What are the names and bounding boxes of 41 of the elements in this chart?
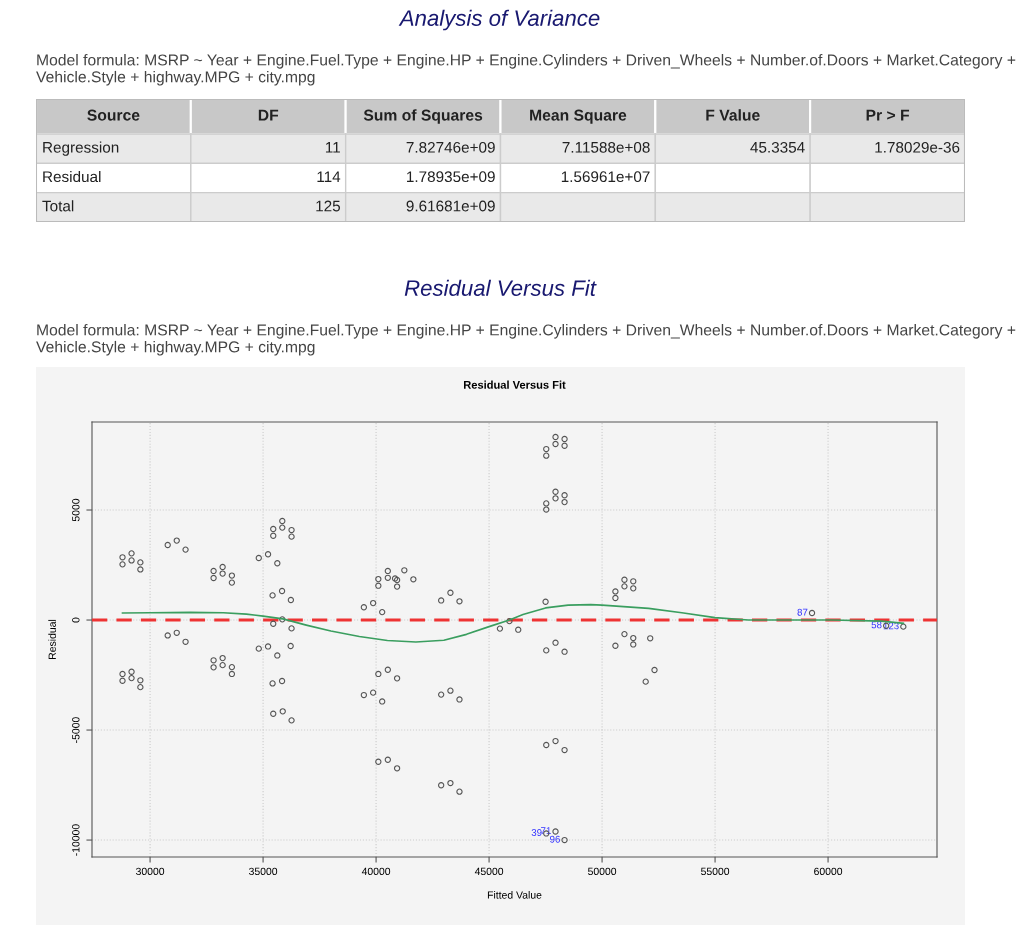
text: 9.61681e+09 [406,200,495,212]
text: Regression [43,141,119,156]
y-tick-label: -10000 [72,824,80,856]
category-label: F Value [706,109,760,121]
x-tick-label: 35000 [248,867,278,876]
text: Model formula: MSRP ~ Year + Engine.Fuel.Type + Engine.HP + Engine.Cylinders + Driven_Wheels + Number.of.Doors + Market.Category + Vehicle.Style + highway.MPG + city.mpg [36,54,1016,86]
x-tick-label: 50000 [588,867,617,876]
text: 114 [317,171,341,182]
text: 125 [316,200,341,212]
y-axis-title: Residual [48,619,56,659]
text: 1.56961e+07 [561,171,650,183]
x-axis-title: Fitted Value [487,891,542,899]
x-tick-label: 40000 [361,867,391,876]
text: 45.3354 [750,141,805,153]
category-label: Sum of Squares [363,109,483,124]
annotation: 96 [550,835,560,843]
x-tick-label: 45000 [474,867,504,876]
annotation: 39 [531,829,542,836]
text: 7.11588e+08 [562,141,650,153]
text: Total [42,200,74,212]
text: Analysis of Variance [398,9,600,31]
text: Residual Versus Fit [463,380,566,389]
annotation: 87 [797,608,808,616]
category-label: Mean Square [530,109,627,124]
annotation: 58 [871,621,882,629]
category-label: Pr > F [866,109,910,121]
y-tick-label: -5000 [72,717,80,743]
text: 1.78029e-36 [875,141,960,153]
y-tick-label: 5000 [72,498,80,522]
x-tick-label: 55000 [701,867,730,876]
x-tick-label: 60000 [814,867,843,876]
text: Residual [43,170,101,183]
category-label: Source [87,109,140,121]
text: 7.82746e+09 [406,141,495,153]
text: 1.78935e+09 [407,171,495,183]
category-label: DF [258,109,279,121]
text: 11 [325,142,340,153]
chart-subtitle: Model formula: MSRP ~ Year + Engine.Fuel.Type + Engine.HP + Engine.Cylinders + Driven_Wheels + Number.of.Doors + Market.Category + Vehicle.Style + highway.MPG + city.mpg [36,324,1016,356]
chart-title: Residual Versus Fit [404,279,597,296]
y-tick-label: 0 [72,617,80,623]
x-tick-label: 30000 [136,867,165,876]
